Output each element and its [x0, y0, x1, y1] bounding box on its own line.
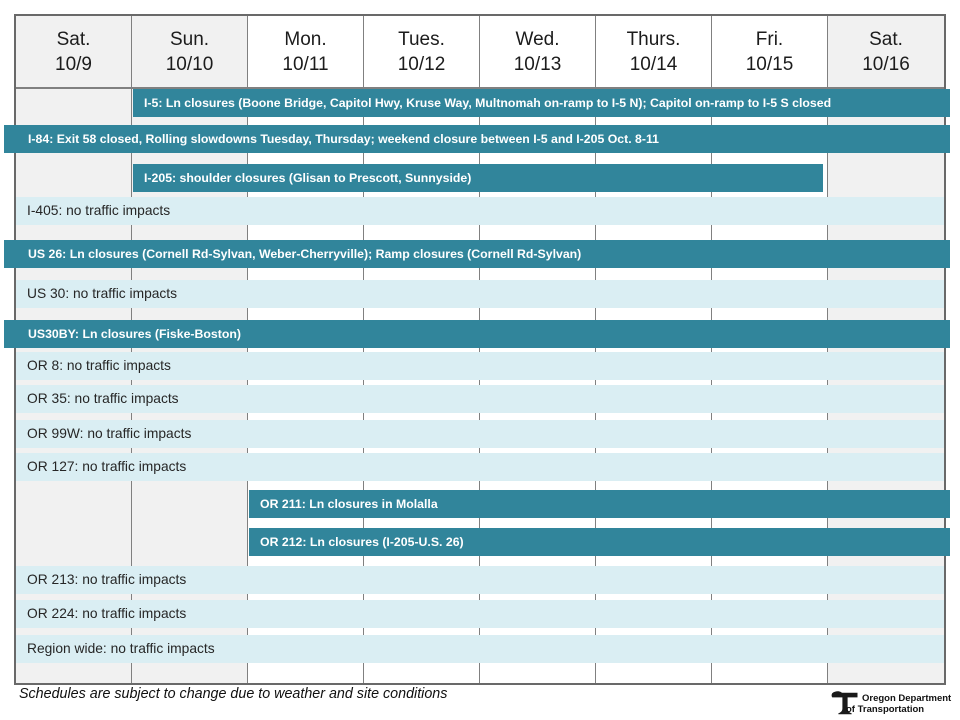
day-header-10-10: Sun. 10/10 — [132, 16, 248, 87]
odot-logo-text-line1: Oregon Department — [862, 693, 952, 704]
closure-bar: OR 211: Ln closures in Molalla — [249, 490, 950, 518]
closure-bar: OR 212: Ln closures (I-205-U.S. 26) — [249, 528, 950, 556]
day-header-10-11: Mon. 10/11 — [248, 16, 364, 87]
day-label: Thurs. — [626, 28, 681, 50]
no-impact-bar: OR 35: no traffic impacts — [16, 385, 944, 413]
date-label: 10/9 — [55, 53, 92, 75]
no-impact-bar: US 30: no traffic impacts — [16, 280, 944, 308]
no-impact-bar: OR 224: no traffic impacts — [16, 600, 944, 628]
date-label: 10/14 — [629, 53, 678, 75]
date-label: 10/16 — [862, 53, 910, 75]
closure-bar: I-205: shoulder closures (Glisan to Pres… — [133, 164, 823, 192]
day-label: Tues. — [398, 28, 445, 50]
schedule-body: I-5: Ln closures (Boone Bridge, Capitol … — [4, 89, 950, 683]
closure-bar: I-84: Exit 58 closed, Rolling slowdowns … — [4, 125, 950, 153]
day-label: Mon. — [284, 28, 327, 50]
day-header-10-9: Sat. 10/9 — [16, 16, 132, 87]
day-header-row: Sat. 10/9 Sun. 10/10 Mon. 10/11 Tues. 10/12 Wed.… — [16, 16, 944, 89]
day-header-10-12: Tues. 10/12 — [364, 16, 480, 87]
day-header-10-13: Wed. 10/13 — [480, 16, 596, 87]
odot-logo: Oregon Department of Transportation — [831, 690, 952, 718]
day-label: Sun. — [169, 28, 210, 50]
day-label: Sat. — [869, 28, 903, 50]
date-label: 10/10 — [165, 53, 214, 75]
no-impact-bar: OR 99W: no traffic impacts — [16, 420, 944, 448]
no-impact-bar: OR 8: no traffic impacts — [16, 352, 944, 380]
date-label: 10/11 — [282, 53, 329, 75]
no-impact-bar: OR 213: no traffic impacts — [16, 566, 944, 594]
no-impact-bar: OR 127: no traffic impacts — [16, 453, 944, 481]
closure-bar: US30BY: Ln closures (Fiske-Boston) — [4, 320, 950, 348]
schedule-gantt-table: Sat. 10/9 Sun. 10/10 Mon. 10/11 Tues. 10/12 Wed.… — [4, 14, 950, 685]
date-label: 10/13 — [513, 53, 562, 75]
closure-bar: I-5: Ln closures (Boone Bridge, Capitol … — [133, 89, 950, 117]
day-header-10-16: Sat. 10/16 — [828, 16, 944, 87]
schedule-disclaimer-note: Schedules are subject to change due to w… — [19, 686, 448, 702]
odot-logo-icon — [831, 691, 858, 715]
day-header-10-14: Thurs. 10/14 — [596, 16, 712, 87]
day-header-10-15: Fri. 10/15 — [712, 16, 828, 87]
date-label: 10/12 — [397, 53, 446, 75]
closure-bar: US 26: Ln closures (Cornell Rd-Sylvan, W… — [4, 240, 950, 268]
no-impact-bar: Region wide: no traffic impacts — [16, 635, 944, 663]
day-label: Wed. — [515, 28, 560, 50]
day-label: Fri. — [755, 28, 784, 50]
no-impact-bar: I-405: no traffic impacts — [16, 197, 944, 225]
date-label: 10/15 — [745, 53, 794, 75]
day-label: Sat. — [56, 28, 91, 50]
odot-logo-text-line2: of Transportation — [846, 704, 925, 715]
